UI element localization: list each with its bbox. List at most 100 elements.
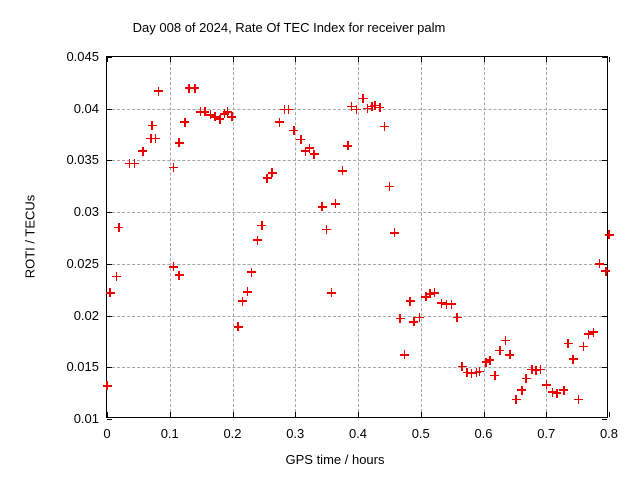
data-point-marker xyxy=(343,141,353,151)
tick-mark-y-right xyxy=(602,212,607,214)
tick-mark-x-top xyxy=(546,57,548,62)
data-point-marker xyxy=(257,221,267,231)
grid-line-y xyxy=(107,212,607,214)
data-point-marker xyxy=(246,267,256,277)
tick-mark-y-right xyxy=(602,263,607,265)
data-point-marker xyxy=(527,364,537,374)
data-point-marker xyxy=(568,354,578,364)
tick-mark-y-left xyxy=(107,212,112,214)
y-tick-label: 0.045 xyxy=(66,49,99,64)
data-point-marker xyxy=(375,103,385,113)
data-point-marker xyxy=(243,287,253,297)
data-point-marker xyxy=(130,159,140,169)
tick-mark-x-bottom xyxy=(107,412,108,417)
y-tick-label: 0.015 xyxy=(66,359,99,375)
data-point-marker xyxy=(169,163,178,173)
tick-mark-x-top xyxy=(107,57,108,62)
data-point-marker xyxy=(169,262,178,272)
data-point-marker xyxy=(588,327,598,337)
data-point-marker xyxy=(347,102,357,112)
data-point-marker xyxy=(563,338,573,348)
tick-mark-x-bottom xyxy=(483,412,485,417)
tick-mark-x-top xyxy=(420,57,422,62)
x-tick-label: 0 xyxy=(103,426,111,441)
data-point-marker xyxy=(233,322,243,332)
data-point-marker xyxy=(430,288,440,298)
tick-mark-y-left xyxy=(107,108,112,110)
data-point-marker xyxy=(517,385,527,395)
tick-mark-y-left xyxy=(107,263,112,265)
data-point-marker xyxy=(200,107,210,117)
data-point-marker xyxy=(472,367,482,377)
data-point-marker xyxy=(300,146,310,156)
x-tick-label: 0.8 xyxy=(599,426,619,441)
data-point-marker xyxy=(436,298,446,308)
grid-line-x xyxy=(169,57,171,417)
tick-mark-y-right xyxy=(602,419,607,420)
data-point-marker xyxy=(511,394,521,404)
tick-mark-y-left xyxy=(107,160,112,162)
data-point-marker xyxy=(541,380,551,390)
chart-title: Day 008 of 2024, Rate Of TEC Index for r… xyxy=(132,20,446,35)
tick-mark-x-bottom xyxy=(232,412,234,417)
x-tick-label: 0.5 xyxy=(411,426,430,441)
y-tick-label: 0.03 xyxy=(73,204,99,220)
data-point-marker xyxy=(462,367,472,377)
data-point-marker xyxy=(441,299,451,309)
data-point-marker xyxy=(601,266,611,276)
data-point-marker xyxy=(317,202,327,212)
grid-line-y xyxy=(107,263,607,265)
tick-mark-y-left xyxy=(107,419,112,420)
y-tick-label: 0.04 xyxy=(73,100,99,116)
data-point-marker xyxy=(505,350,515,360)
tick-mark-x-bottom xyxy=(358,412,359,417)
tick-mark-x-top xyxy=(609,57,610,62)
tick-mark-y-left xyxy=(107,315,112,317)
data-point-marker xyxy=(184,83,194,93)
data-point-marker xyxy=(604,230,614,240)
data-point-marker xyxy=(147,120,157,130)
x-axis-label: GPS time / hours xyxy=(285,452,385,467)
data-point-marker xyxy=(425,289,435,299)
data-point-marker xyxy=(322,225,332,235)
tick-mark-y-left xyxy=(107,367,112,369)
data-point-marker xyxy=(500,335,510,345)
tick-mark-x-top xyxy=(169,57,171,62)
data-point-marker xyxy=(548,387,558,397)
data-point-marker xyxy=(153,86,163,96)
data-point-marker xyxy=(305,143,315,153)
tick-mark-x-top xyxy=(358,57,359,62)
data-point-marker xyxy=(358,93,368,103)
data-point-marker xyxy=(219,109,229,119)
y-tick-label: 0.025 xyxy=(66,255,99,271)
data-point-marker xyxy=(330,199,340,209)
x-tick-label: 0.3 xyxy=(286,426,305,441)
x-tick-label: 0.4 xyxy=(348,426,368,441)
data-point-marker xyxy=(296,135,306,145)
tick-mark-y-right xyxy=(602,367,607,369)
grid-line-y xyxy=(107,315,607,317)
data-point-marker xyxy=(327,288,337,298)
data-point-marker xyxy=(105,288,115,298)
data-point-marker xyxy=(210,112,220,122)
grid-line-y xyxy=(107,160,607,162)
data-point-marker xyxy=(275,117,285,127)
tick-mark-y-right xyxy=(602,160,607,162)
data-point-marker xyxy=(475,366,485,376)
y-tick-label: 0.01 xyxy=(73,411,99,426)
data-point-marker xyxy=(114,223,124,233)
data-point-marker xyxy=(452,313,462,323)
x-tick-label: 0.1 xyxy=(160,426,179,441)
data-point-marker xyxy=(262,173,272,183)
tick-mark-x-bottom xyxy=(546,412,548,417)
data-point-marker xyxy=(238,296,248,306)
y-tick-label: 0.035 xyxy=(66,152,99,168)
data-point-marker xyxy=(367,102,377,112)
tick-mark-x-bottom xyxy=(169,412,171,417)
x-tick-label: 0.2 xyxy=(223,426,242,441)
tick-mark-x-top xyxy=(232,57,234,62)
data-point-marker xyxy=(559,385,569,395)
data-point-marker xyxy=(111,271,121,281)
data-point-marker xyxy=(337,166,347,176)
